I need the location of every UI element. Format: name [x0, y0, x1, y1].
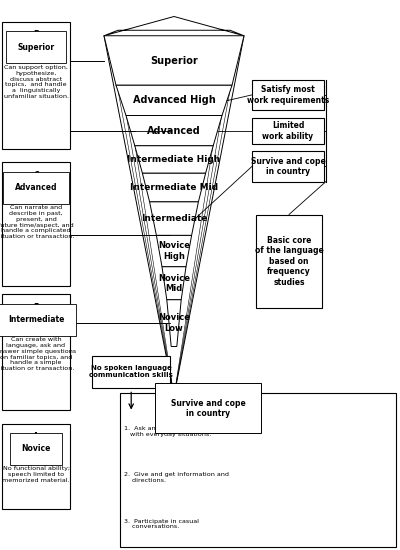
Text: 3.  Participate in casual
    conversations.: 3. Participate in casual conversations.	[124, 519, 199, 530]
Polygon shape	[142, 173, 206, 202]
Text: Intermediate Mid: Intermediate Mid	[130, 183, 218, 192]
FancyBboxPatch shape	[120, 393, 396, 547]
Text: D: D	[33, 30, 39, 39]
Text: Can support option,
hypothesize,
discuss abstract
topics,  and handle
a  linguis: Can support option, hypothesize, discuss…	[4, 65, 68, 99]
Text: Intermediate: Intermediate	[141, 214, 207, 223]
FancyBboxPatch shape	[2, 22, 70, 148]
Text: Survive and cope
in country: Survive and cope in country	[251, 157, 325, 176]
Text: Advanced: Advanced	[147, 125, 201, 136]
Polygon shape	[126, 116, 222, 146]
Text: No spoken language
communication skills: No spoken language communication skills	[89, 365, 173, 378]
FancyBboxPatch shape	[252, 80, 324, 110]
Text: 1.  Ask and answer questions dealing
   with everyday situations.: 1. Ask and answer questions dealing with…	[124, 426, 244, 437]
Text: A: A	[33, 432, 39, 441]
Text: Can create with
language, ask and
answer simple questions
on familiar topics, an: Can create with language, ask and answer…	[0, 337, 76, 371]
Text: Intermediate High: Intermediate High	[127, 155, 221, 164]
Text: C: C	[33, 170, 39, 179]
Polygon shape	[162, 267, 186, 300]
FancyBboxPatch shape	[2, 294, 70, 410]
Text: Survive and cope
in country: Survive and cope in country	[171, 399, 245, 418]
Text: Can narrate and
describe in past,
present, and
future time/aspect, and
handle a : Can narrate and describe in past, presen…	[0, 205, 75, 239]
FancyBboxPatch shape	[2, 424, 70, 509]
Polygon shape	[116, 85, 232, 116]
Polygon shape	[167, 300, 181, 346]
Text: Superior: Superior	[150, 56, 198, 65]
Polygon shape	[104, 16, 244, 36]
FancyBboxPatch shape	[252, 118, 324, 144]
Text: Superior: Superior	[18, 43, 54, 52]
Text: Advanced: Advanced	[15, 183, 57, 192]
Polygon shape	[156, 235, 192, 267]
Text: Limited
work ability: Limited work ability	[262, 121, 314, 141]
Text: B: B	[33, 302, 39, 311]
Polygon shape	[104, 36, 244, 85]
FancyBboxPatch shape	[92, 356, 170, 388]
Text: Novice: Novice	[21, 444, 51, 453]
Text: 2.  Give and get information and
    directions.: 2. Give and get information and directio…	[124, 472, 229, 483]
FancyBboxPatch shape	[2, 162, 70, 286]
Polygon shape	[135, 146, 213, 173]
Text: Intermediate: Intermediate	[8, 315, 64, 324]
Text: Novice
High: Novice High	[158, 241, 190, 261]
Text: Basic core
of the language
based on
frequency
studies: Basic core of the language based on freq…	[255, 236, 323, 287]
Text: Satisfy most
work requirements: Satisfy most work requirements	[247, 85, 329, 104]
FancyBboxPatch shape	[256, 214, 322, 308]
FancyBboxPatch shape	[252, 151, 324, 182]
Text: Novice
Mid: Novice Mid	[158, 273, 190, 293]
Polygon shape	[150, 202, 198, 235]
Text: No functional ability;
speech limited to
memorized material.: No functional ability; speech limited to…	[2, 466, 70, 483]
Text: Advanced High: Advanced High	[133, 95, 215, 106]
Text: Novice
Low: Novice Low	[158, 314, 190, 333]
